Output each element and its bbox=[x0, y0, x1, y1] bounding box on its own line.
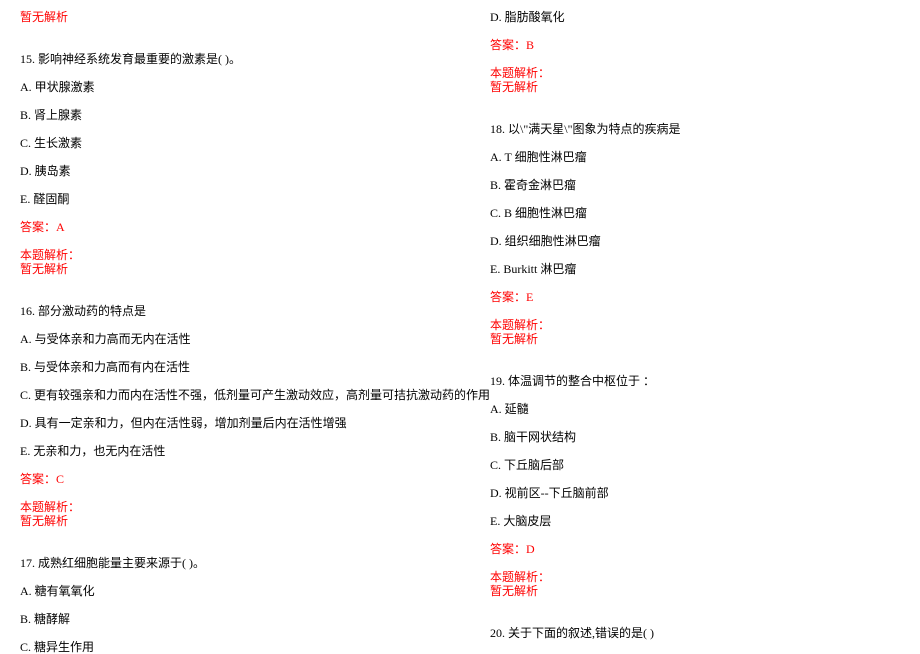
q18-option-b: B. 霍奇金淋巴瘤 bbox=[490, 178, 576, 192]
q16-option-e: E. 无亲和力，也无内在活性 bbox=[20, 444, 165, 458]
q15-stem: 15. 影响神经系统发育最重要的激素是( )。 bbox=[20, 52, 241, 66]
q19-option-e: E. 大脑皮层 bbox=[490, 514, 551, 528]
q19-option-b: B. 脑干网状结构 bbox=[490, 430, 576, 444]
q18-stem: 18. 以\"满天星\"图象为特点的疾病是 bbox=[490, 122, 680, 136]
q19-option-d: D. 视前区--下丘脑前部 bbox=[490, 486, 609, 500]
q15-analysis-body: 暂无解析 bbox=[20, 262, 68, 276]
q16-analysis-body: 暂无解析 bbox=[20, 514, 68, 528]
q15-option-b: B. 肾上腺素 bbox=[20, 108, 82, 122]
q16-analysis-label: 本题解析： bbox=[20, 500, 80, 514]
q18-analysis-body: 暂无解析 bbox=[490, 332, 538, 346]
q17-analysis-label: 本题解析： bbox=[490, 66, 550, 80]
q16-stem: 16. 部分激动药的特点是 bbox=[20, 304, 146, 318]
q17-analysis-body: 暂无解析 bbox=[490, 80, 538, 94]
q15-analysis-label: 本题解析： bbox=[20, 248, 80, 262]
q20-stem: 20. 关于下面的叙述,错误的是( ) bbox=[490, 626, 654, 640]
q15-option-a: A. 甲状腺激素 bbox=[20, 80, 95, 94]
q19-stem: 19. 体温调节的整合中枢位于 ： bbox=[490, 374, 655, 388]
no-analysis-text: 暂无解析 bbox=[20, 10, 68, 24]
q17-option-d: D. 脂肪酸氧化 bbox=[490, 10, 565, 24]
q17-answer: 答案：B bbox=[490, 38, 534, 52]
q16-option-c: C. 更有较强亲和力而内在活性不强，低剂量可产生激动效应，高剂量可拮抗激动药的作… bbox=[20, 388, 490, 402]
q18-option-e: E. Burkitt 淋巴瘤 bbox=[490, 262, 576, 276]
q19-analysis-body: 暂无解析 bbox=[490, 584, 538, 598]
q15-option-e: E. 醛固酮 bbox=[20, 192, 69, 206]
q19-option-a: A. 延髓 bbox=[490, 402, 529, 416]
q18-option-d: D. 组织细胞性淋巴瘤 bbox=[490, 234, 601, 248]
q19-analysis-label: 本题解析： bbox=[490, 570, 550, 584]
q17-stem: 17. 成熟红细胞能量主要来源于( )。 bbox=[20, 556, 205, 570]
q16-answer: 答案：C bbox=[20, 472, 64, 486]
q19-option-c: C. 下丘脑后部 bbox=[490, 458, 564, 472]
q18-analysis-label: 本题解析： bbox=[490, 318, 550, 332]
q16-option-b: B. 与受体亲和力高而有内在活性 bbox=[20, 360, 190, 374]
q17-option-b: B. 糖酵解 bbox=[20, 612, 70, 626]
q18-answer: 答案：E bbox=[490, 290, 533, 304]
q15-option-d: D. 胰岛素 bbox=[20, 164, 71, 178]
q19-answer: 答案：D bbox=[490, 542, 535, 556]
q17-option-a: A. 糖有氧氧化 bbox=[20, 584, 95, 598]
q15-answer: 答案：A bbox=[20, 220, 65, 234]
q18-option-a: A. T 细胞性淋巴瘤 bbox=[490, 150, 587, 164]
q16-option-a: A. 与受体亲和力高而无内在活性 bbox=[20, 332, 191, 346]
q16-option-d: D. 具有一定亲和力，但内在活性弱，增加剂量后内在活性增强 bbox=[20, 416, 347, 430]
q15-option-c: C. 生长激素 bbox=[20, 136, 82, 150]
q17-option-c: C. 糖异生作用 bbox=[20, 640, 94, 654]
q18-option-c: C. B 细胞性淋巴瘤 bbox=[490, 206, 587, 220]
